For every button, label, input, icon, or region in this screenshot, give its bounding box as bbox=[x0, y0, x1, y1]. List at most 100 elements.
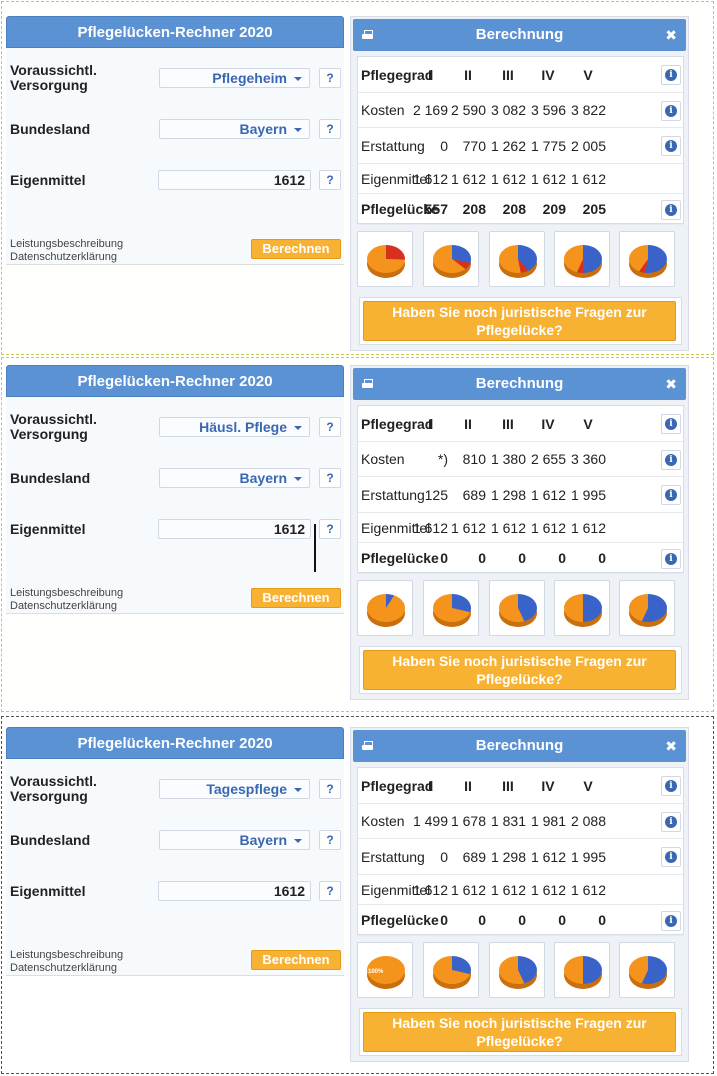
pie-chart-box[interactable] bbox=[423, 942, 479, 998]
leistungsbeschreibung-link[interactable]: Leistungsbeschreibung bbox=[10, 587, 124, 599]
value-cell: 1 380 bbox=[490, 451, 526, 467]
pie-chart-box[interactable] bbox=[554, 231, 610, 287]
berechnen-button[interactable]: Berechnen bbox=[251, 239, 341, 259]
bundesland-dropdown[interactable]: Bayern bbox=[159, 830, 310, 850]
pie-slice-erstattung bbox=[641, 956, 668, 984]
pie-chart-box[interactable] bbox=[619, 231, 675, 287]
pie-chart-box[interactable] bbox=[423, 580, 479, 636]
value-cell: 810 bbox=[462, 451, 486, 467]
value-cell: *) bbox=[437, 451, 448, 467]
pflegeluecke-row: Pflegelücke 0 0 0 0 0 i bbox=[358, 543, 683, 574]
value-cell: 3 082 bbox=[490, 102, 526, 118]
value-cell: 557 bbox=[424, 201, 448, 217]
printer-icon[interactable] bbox=[362, 379, 373, 388]
info-button[interactable]: i bbox=[661, 847, 681, 867]
bundesland-dropdown[interactable]: Bayern bbox=[159, 119, 310, 139]
info-button[interactable]: i bbox=[661, 485, 681, 505]
value-cell: V bbox=[583, 778, 593, 794]
datenschutz-link[interactable]: Datenschutzerklärung bbox=[10, 251, 118, 263]
value-cell: 770 bbox=[462, 138, 486, 154]
pie-chart-box[interactable]: 100% bbox=[357, 942, 413, 998]
datenschutz-link[interactable]: Datenschutzerklärung bbox=[10, 962, 118, 974]
eigenmittel-row: Eigenmittel 1 612 1 612 1 612 1 612 1 612 bbox=[358, 875, 683, 905]
pie-chart-box[interactable] bbox=[554, 580, 610, 636]
versorgung-label: Voraussichtl. Versorgung bbox=[10, 62, 97, 93]
info-button[interactable]: i bbox=[661, 136, 681, 156]
versorgung-dropdown[interactable]: Häusl. Pflege bbox=[159, 417, 310, 437]
eigenmittel-input[interactable]: 1612 bbox=[158, 881, 311, 901]
row-label: Erstattung bbox=[361, 487, 425, 503]
pie-chart bbox=[564, 956, 602, 989]
printer-icon[interactable] bbox=[362, 741, 373, 750]
pie-slice-erstattung bbox=[386, 594, 395, 608]
pie-chart-box[interactable] bbox=[554, 942, 610, 998]
eigenmittel-help-button[interactable]: ? bbox=[319, 170, 341, 190]
versorgung-help-button[interactable]: ? bbox=[319, 68, 341, 88]
close-icon[interactable]: ✖ bbox=[665, 738, 677, 754]
info-button[interactable]: i bbox=[661, 548, 681, 569]
pie-chart-box[interactable] bbox=[357, 231, 413, 287]
leistungsbeschreibung-link[interactable]: Leistungsbeschreibung bbox=[10, 949, 124, 961]
versorgung-dropdown[interactable]: Pflegeheim bbox=[159, 68, 310, 88]
versorgung-help-button[interactable]: ? bbox=[319, 779, 341, 799]
berechnen-button[interactable]: Berechnen bbox=[251, 588, 341, 608]
versorgung-label: Voraussichtl. Versorgung bbox=[10, 773, 97, 804]
berechnen-button[interactable]: Berechnen bbox=[251, 950, 341, 970]
info-button[interactable]: i bbox=[661, 449, 681, 470]
pie-chart-box[interactable] bbox=[619, 942, 675, 998]
value-cell: V bbox=[583, 416, 593, 432]
pie-chart-box[interactable] bbox=[489, 942, 545, 998]
leistungsbeschreibung-link[interactable]: Leistungsbeschreibung bbox=[10, 238, 124, 250]
pie-chart bbox=[498, 956, 537, 989]
value-cell: 0 bbox=[558, 550, 566, 566]
info-icon: i bbox=[665, 453, 677, 466]
info-button[interactable]: i bbox=[661, 199, 681, 220]
bundesland-help-button[interactable]: ? bbox=[319, 830, 341, 850]
pie-chart: 100% bbox=[367, 956, 405, 989]
printer-icon[interactable] bbox=[362, 30, 373, 39]
chevron-down-icon bbox=[294, 788, 302, 792]
pie-chart-box[interactable] bbox=[489, 580, 545, 636]
eigenmittel-help-button[interactable]: ? bbox=[319, 881, 341, 901]
versorgung-dropdown[interactable]: Tagespflege bbox=[159, 779, 310, 799]
info-button[interactable]: i bbox=[661, 811, 681, 832]
eigenmittel-input[interactable]: 1612 bbox=[158, 170, 311, 190]
close-icon[interactable]: ✖ bbox=[665, 376, 677, 392]
info-icon: i bbox=[665, 914, 677, 927]
pie-chart-box[interactable] bbox=[489, 231, 545, 287]
info-button[interactable]: i bbox=[661, 776, 681, 796]
pie-percent-label: 100% bbox=[368, 969, 384, 975]
legal-question-button[interactable]: Haben Sie noch juristische Fragen zur Pf… bbox=[363, 650, 676, 690]
pie-chart-box[interactable] bbox=[357, 580, 413, 636]
kosten-row: Kosten 2 169 2 590 3 082 3 596 3 822 i bbox=[358, 93, 683, 128]
bundesland-dropdown[interactable]: Bayern bbox=[159, 468, 310, 488]
eigenmittel-input[interactable]: 1612 bbox=[158, 519, 311, 539]
info-button[interactable]: i bbox=[661, 910, 681, 931]
pie-chart-box[interactable] bbox=[619, 580, 675, 636]
info-button[interactable]: i bbox=[661, 100, 681, 121]
value-cell: II bbox=[464, 778, 472, 794]
versorgung-value: Pflegeheim bbox=[212, 70, 287, 86]
info-button[interactable]: i bbox=[661, 65, 681, 85]
legal-question-button[interactable]: Haben Sie noch juristische Fragen zur Pf… bbox=[363, 301, 676, 341]
datenschutz-link[interactable]: Datenschutzerklärung bbox=[10, 600, 118, 612]
bundesland-help-button[interactable]: ? bbox=[319, 119, 341, 139]
pie-chart-box[interactable] bbox=[423, 231, 479, 287]
close-icon[interactable]: ✖ bbox=[665, 27, 677, 43]
pie-chart bbox=[367, 594, 406, 627]
versorgung-value: Häusl. Pflege bbox=[199, 419, 287, 435]
legal-question-button[interactable]: Haben Sie noch juristische Fragen zur Pf… bbox=[363, 1012, 676, 1052]
row-label: Erstattung bbox=[361, 138, 425, 154]
pie-slice-eigenmittel bbox=[366, 245, 405, 273]
bundesland-help-button[interactable]: ? bbox=[319, 468, 341, 488]
value-cell: 1 995 bbox=[570, 849, 606, 865]
kosten-row: Kosten 1 499 1 678 1 831 1 981 2 088 i bbox=[358, 804, 683, 839]
info-button[interactable]: i bbox=[661, 414, 681, 434]
pie-slice-erstattung bbox=[583, 245, 603, 273]
bundesland-label: Bundesland bbox=[10, 121, 91, 137]
eigenmittel-help-button[interactable]: ? bbox=[319, 519, 341, 539]
value-cell: 1 612 bbox=[412, 882, 448, 898]
versorgung-help-button[interactable]: ? bbox=[319, 417, 341, 437]
pie-slice-eigenmittel bbox=[433, 594, 471, 622]
